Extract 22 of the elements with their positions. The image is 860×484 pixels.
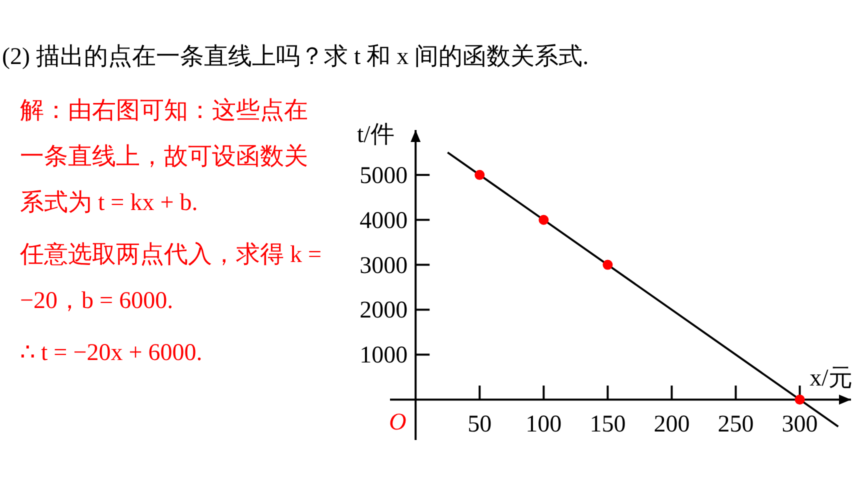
xtick: 100 [526, 412, 562, 438]
text: 解：由右图可知：这些点在一条直线上，故可设函数关系式为 t = kx + b. [20, 96, 309, 218]
ytick: 5000 [360, 162, 408, 189]
xtick: 200 [654, 412, 690, 438]
text: ∴ t = −20x + 6000. [20, 339, 204, 368]
point [474, 170, 485, 180]
ylabel: t/件 [356, 122, 394, 148]
xtick: 250 [718, 412, 754, 438]
ytick: 3000 [360, 252, 408, 279]
xtick: 50 [468, 412, 492, 438]
point [794, 394, 805, 405]
chart-title: (2) 描出的点在一条直线上吗？求 t 和 x 间的函数关系式. [2, 43, 589, 72]
ytick: 1000 [360, 342, 408, 369]
xlabel: x/元 [810, 366, 852, 392]
point [602, 260, 613, 270]
text: 任意选取两点代入，求得 k = −20，b = 6000. [20, 241, 323, 316]
annotation: O [388, 410, 406, 436]
xtick: 150 [590, 412, 626, 438]
ytick: 2000 [360, 298, 408, 324]
point [538, 214, 549, 225]
ytick: 4000 [360, 208, 408, 234]
xtick: 300 [782, 412, 818, 438]
